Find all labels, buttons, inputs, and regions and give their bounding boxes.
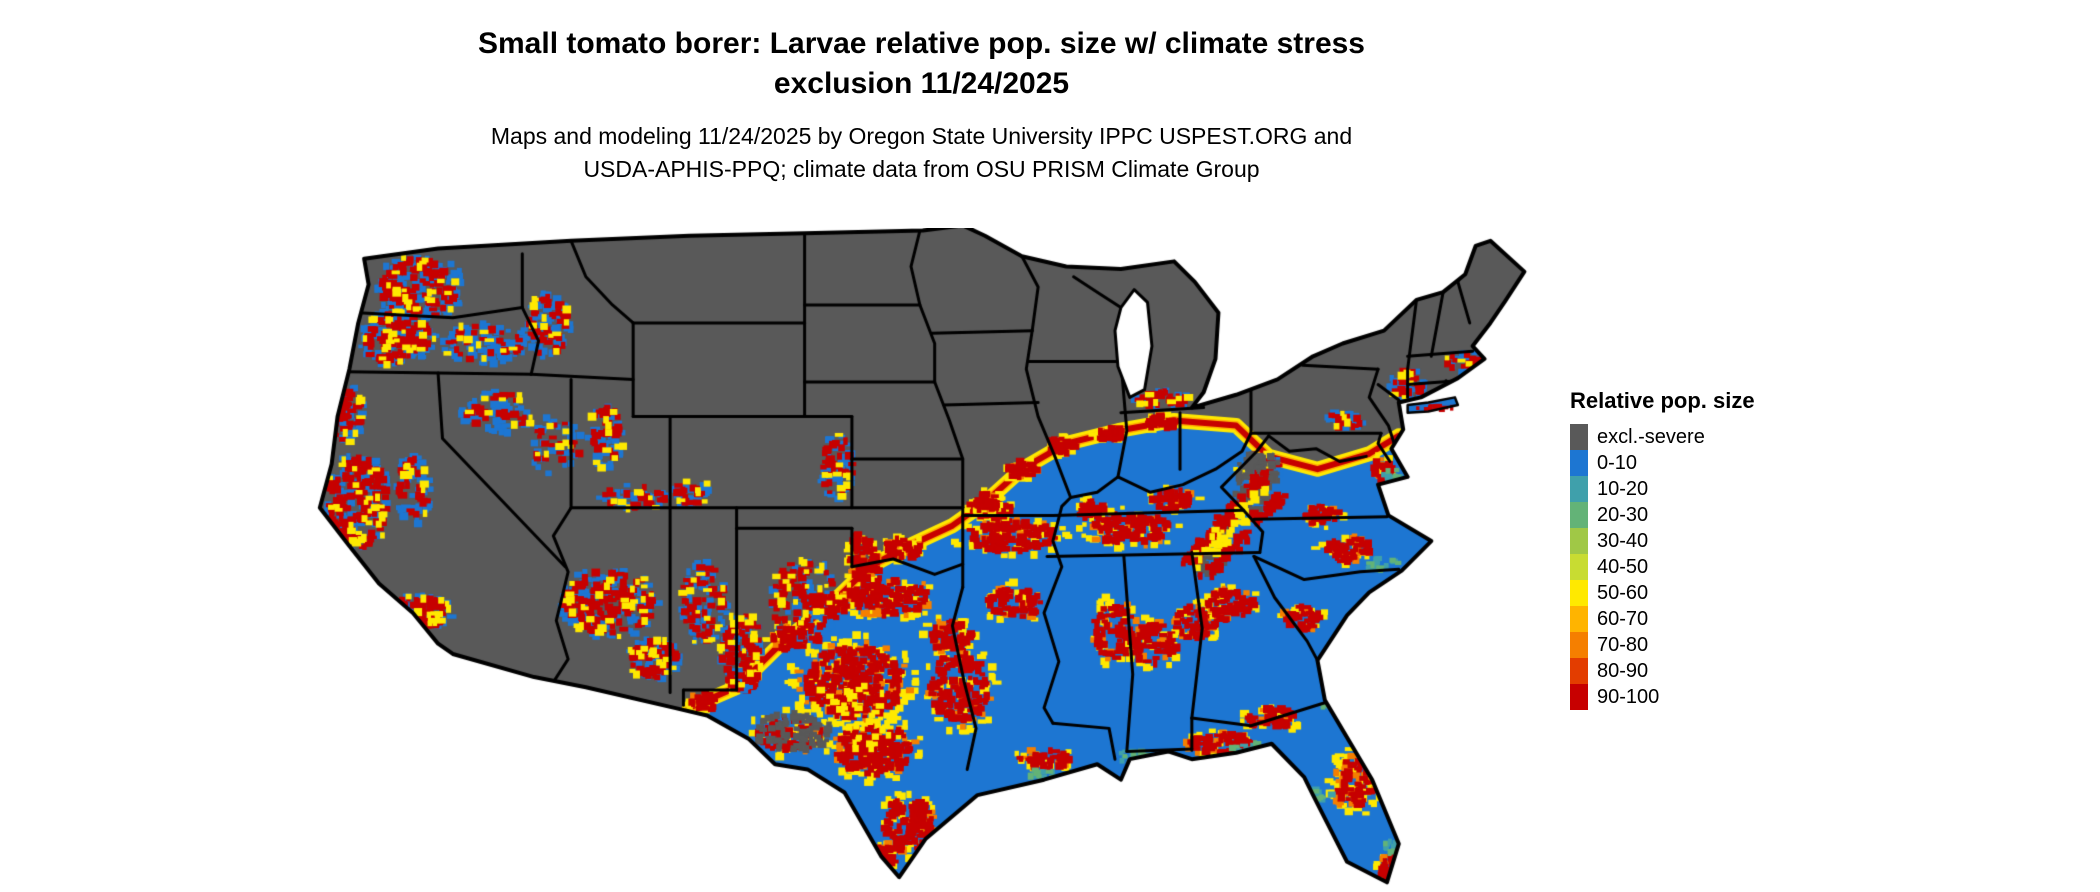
legend-label: 50-60 (1597, 581, 1649, 604)
legend-item: excl.-severe (1570, 424, 1755, 450)
legend-label: 70-80 (1597, 633, 1649, 656)
legend-label: excl.-severe (1597, 425, 1705, 448)
legend-swatch (1570, 450, 1588, 476)
legend-title: Relative pop. size (1570, 388, 1755, 413)
legend-label: 10-20 (1597, 477, 1649, 500)
legend-label: 60-70 (1597, 607, 1649, 630)
legend-item: 30-40 (1570, 528, 1755, 554)
header: Small tomato borer: Larvae relative pop.… (0, 24, 1843, 186)
legend-item: 60-70 (1570, 606, 1755, 632)
legend: Relative pop. size excl.-severe 0-10 10-20… (1570, 388, 1755, 710)
legend-swatch (1570, 606, 1588, 632)
legend-swatch (1570, 632, 1588, 658)
legend-label: 30-40 (1597, 529, 1649, 552)
legend-swatch (1570, 580, 1588, 606)
legend-item: 40-50 (1570, 554, 1755, 580)
legend-swatch (1570, 502, 1588, 528)
title-line-1: Small tomato borer: Larvae relative pop.… (477, 27, 1365, 60)
legend-swatch (1570, 684, 1588, 710)
title-line-2: exclusion 11/24/2025 (773, 67, 1070, 100)
legend-label: 40-50 (1597, 555, 1649, 578)
legend-item: 70-80 (1570, 632, 1755, 658)
map-subtitle: Maps and modeling 11/24/2025 by Oregon S… (0, 120, 1843, 186)
legend-swatch (1570, 476, 1588, 502)
legend-item: 50-60 (1570, 580, 1755, 606)
us-map-canvas (308, 228, 1528, 886)
legend-items: excl.-severe 0-10 10-20 20-30 30-40 40-50 50-6… (1570, 424, 1755, 710)
legend-label: 90-100 (1597, 685, 1660, 708)
legend-item: 80-90 (1570, 658, 1755, 684)
legend-label: 20-30 (1597, 503, 1649, 526)
legend-item: 20-30 (1570, 502, 1755, 528)
legend-swatch (1570, 424, 1588, 450)
legend-label: 80-90 (1597, 659, 1649, 682)
legend-item: 0-10 (1570, 450, 1755, 476)
subtitle-line-1: Maps and modeling 11/24/2025 by Oregon S… (490, 123, 1353, 149)
legend-label: 0-10 (1597, 451, 1638, 474)
legend-item: 10-20 (1570, 476, 1755, 502)
subtitle-line-2: USDA-APHIS-PPQ; climate data from OSU PR… (583, 156, 1260, 182)
map-title: Small tomato borer: Larvae relative pop.… (0, 24, 1843, 104)
legend-item: 90-100 (1570, 684, 1755, 710)
legend-swatch (1570, 554, 1588, 580)
legend-swatch (1570, 528, 1588, 554)
legend-swatch (1570, 658, 1588, 684)
